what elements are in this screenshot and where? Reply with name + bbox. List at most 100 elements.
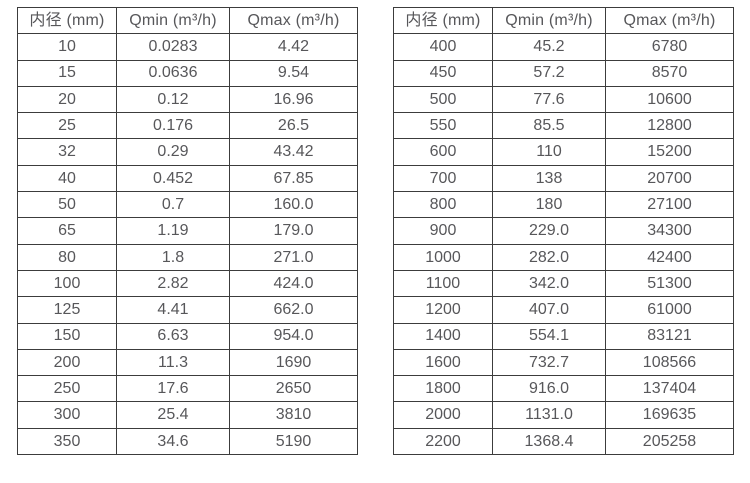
table-cell: 100 — [17, 269, 117, 298]
table-cell: 50 — [17, 191, 117, 219]
table-cell: 300 — [17, 401, 117, 429]
table-row: 20 0.12 16.96 — [17, 85, 358, 114]
table-cell: 8570 — [605, 59, 734, 87]
table-cell: 45.2 — [492, 33, 606, 61]
table-cell: 25 — [17, 112, 117, 140]
table-cell: 1100 — [393, 269, 493, 298]
table-cell: 2000 — [393, 401, 493, 429]
table-row: 1100 342.0 51300 — [393, 269, 734, 298]
table-row: 2200 1368.4 205258 — [393, 427, 734, 456]
table-row: 400 45.2 6780 — [393, 33, 734, 61]
table-cell: 40 — [17, 164, 117, 193]
table-cell: 732.7 — [492, 348, 606, 377]
table-row: 1600 732.7 108566 — [393, 348, 734, 377]
table-cell: 1.8 — [116, 243, 230, 271]
table-cell: 20700 — [605, 164, 734, 193]
table-cell: 3810 — [229, 401, 358, 429]
table-row: 200 11.3 1690 — [17, 348, 358, 377]
table-cell: 150 — [17, 322, 117, 350]
table-row: 800 180 27100 — [393, 191, 734, 219]
table-cell: 15 — [17, 59, 117, 87]
table-cell: 26.5 — [229, 112, 358, 140]
table-row: 700 138 20700 — [393, 164, 734, 193]
table-row: 550 85.5 12800 — [393, 112, 734, 140]
table-cell: 83121 — [605, 322, 734, 350]
table-cell: 67.85 — [229, 164, 358, 193]
table-cell: 200 — [17, 348, 117, 377]
column-header: Qmin (m³/h) — [116, 6, 230, 35]
table-row: 32 0.29 43.42 — [17, 138, 358, 166]
table-cell: 282.0 — [492, 243, 606, 271]
table-cell: 662.0 — [229, 296, 358, 324]
table-cell: 17.6 — [116, 375, 230, 403]
table-cell: 1600 — [393, 348, 493, 377]
table-cell: 61000 — [605, 296, 734, 324]
flow-table-large-diameters: 内径 (mm) Qmin (m³/h) Qmax (m³/h) 400 45.2 6780… — [393, 6, 734, 456]
header-row: 内径 (mm) Qmin (m³/h) Qmax (m³/h) — [393, 6, 734, 35]
table-cell: 229.0 — [492, 217, 606, 245]
table-cell: 34300 — [605, 217, 734, 245]
table-row: 125 4.41 662.0 — [17, 296, 358, 324]
table-cell: 1.19 — [116, 217, 230, 245]
table-cell: 10 — [17, 33, 117, 61]
table-cell: 2200 — [393, 427, 493, 456]
flow-rate-tables-container: 内径 (mm) Qmin (m³/h) Qmax (m³/h) 10 0.0283 4.4… — [17, 6, 734, 456]
table-cell: 1368.4 — [492, 427, 606, 456]
table-cell: 65 — [17, 217, 117, 245]
table-cell: 700 — [393, 164, 493, 193]
table-row: 25 0.176 26.5 — [17, 112, 358, 140]
table-cell: 0.452 — [116, 164, 230, 193]
table-row: 500 77.6 10600 — [393, 85, 734, 114]
table-row: 150 6.63 954.0 — [17, 322, 358, 350]
table-row: 450 57.2 8570 — [393, 59, 734, 87]
table-cell: 900 — [393, 217, 493, 245]
table-cell: 16.96 — [229, 85, 358, 114]
table-row: 80 1.8 271.0 — [17, 243, 358, 271]
table-row: 100 2.82 424.0 — [17, 269, 358, 298]
table-cell: 424.0 — [229, 269, 358, 298]
table-cell: 1690 — [229, 348, 358, 377]
table-cell: 407.0 — [492, 296, 606, 324]
table-row: 1000 282.0 42400 — [393, 243, 734, 271]
table-cell: 342.0 — [492, 269, 606, 298]
column-header: 内径 (mm) — [17, 6, 117, 35]
column-header: Qmax (m³/h) — [605, 6, 734, 35]
table-cell: 34.6 — [116, 427, 230, 456]
table-cell: 600 — [393, 138, 493, 166]
table-cell: 0.176 — [116, 112, 230, 140]
table-cell: 12800 — [605, 112, 734, 140]
table-cell: 20 — [17, 85, 117, 114]
table-cell: 4.42 — [229, 33, 358, 61]
table-row: 15 0.0636 9.54 — [17, 59, 358, 87]
table-cell: 0.0636 — [116, 59, 230, 87]
table-row: 900 229.0 34300 — [393, 217, 734, 245]
table-cell: 500 — [393, 85, 493, 114]
table-cell: 137404 — [605, 375, 734, 403]
table-row: 600 110 15200 — [393, 138, 734, 166]
table-cell: 1131.0 — [492, 401, 606, 429]
table-cell: 250 — [17, 375, 117, 403]
table-cell: 5190 — [229, 427, 358, 456]
table-cell: 400 — [393, 33, 493, 61]
table-row: 1400 554.1 83121 — [393, 322, 734, 350]
table-cell: 271.0 — [229, 243, 358, 271]
flow-table-small-diameters: 内径 (mm) Qmin (m³/h) Qmax (m³/h) 10 0.0283 4.4… — [17, 6, 358, 456]
table-cell: 1800 — [393, 375, 493, 403]
table-cell: 43.42 — [229, 138, 358, 166]
table-cell: 450 — [393, 59, 493, 87]
table-cell: 1200 — [393, 296, 493, 324]
table-cell: 85.5 — [492, 112, 606, 140]
table-cell: 42400 — [605, 243, 734, 271]
table-cell: 954.0 — [229, 322, 358, 350]
column-header: 内径 (mm) — [393, 6, 493, 35]
table-row: 250 17.6 2650 — [17, 375, 358, 403]
table-cell: 9.54 — [229, 59, 358, 87]
column-header: Qmin (m³/h) — [492, 6, 606, 35]
column-header: Qmax (m³/h) — [229, 6, 358, 35]
table-cell: 550 — [393, 112, 493, 140]
table-row: 10 0.0283 4.42 — [17, 33, 358, 61]
table-cell: 0.29 — [116, 138, 230, 166]
table-cell: 2.82 — [116, 269, 230, 298]
table-cell: 138 — [492, 164, 606, 193]
table-cell: 0.7 — [116, 191, 230, 219]
